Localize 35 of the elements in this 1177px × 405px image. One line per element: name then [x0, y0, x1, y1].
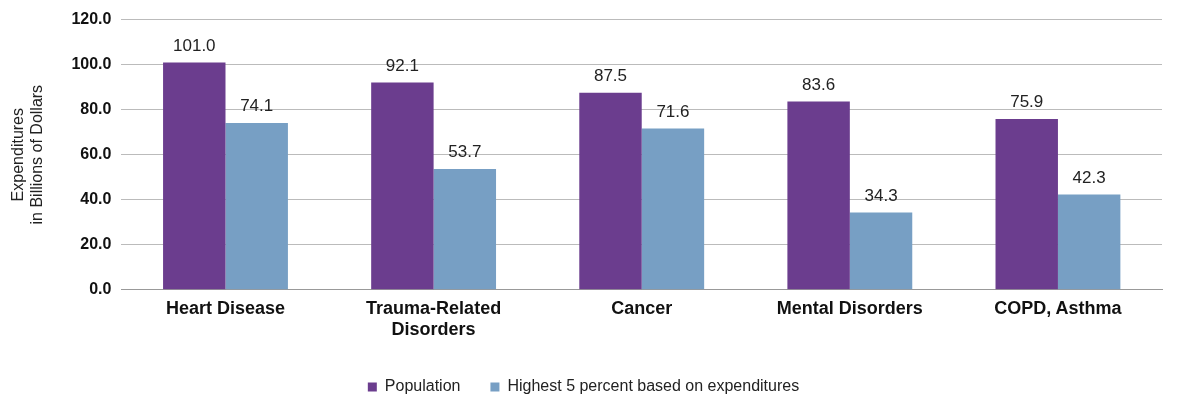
bar: [1057, 194, 1121, 290]
data-label: 101.0: [173, 35, 216, 55]
bar: [849, 212, 913, 290]
data-label: 42.3: [1072, 167, 1106, 187]
x-tick-label: Cancer: [611, 297, 673, 318]
y-tick-label: 0.0: [89, 280, 112, 298]
legend-label: Highest 5 percent based on expenditures: [507, 377, 800, 395]
y-tick-label: 40.0: [80, 190, 112, 208]
y-tick-label: 100.0: [71, 55, 112, 73]
data-label: 71.6: [656, 101, 690, 121]
data-label: 53.7: [448, 142, 482, 162]
y-axis-title: Expenditures in Billions of Dollars: [9, 84, 46, 225]
x-tick-label: Mental Disorders: [776, 297, 923, 318]
data-label: 83.6: [802, 74, 836, 94]
bar: [371, 82, 434, 290]
data-label: 87.5: [593, 65, 628, 85]
data-label: 92.1: [385, 55, 419, 75]
bar: [163, 62, 226, 290]
legend-label: Population: [384, 377, 461, 395]
y-tick-label: 60.0: [80, 145, 112, 163]
x-tick-label: COPD, Asthma: [994, 297, 1123, 318]
x-tick-label: Trauma-Related Disorders: [366, 297, 502, 340]
bar: [995, 118, 1058, 290]
bar: [641, 128, 705, 290]
y-tick-label: 120.0: [71, 10, 112, 28]
bar: [433, 168, 497, 290]
data-label: 74.1: [240, 96, 274, 116]
data-label: 75.9: [1010, 92, 1044, 112]
bar: [225, 122, 288, 290]
x-tick-label: Heart Disease: [165, 297, 286, 318]
bar: [579, 92, 642, 290]
bar: [787, 101, 850, 290]
y-tick-label: 80.0: [80, 100, 112, 118]
y-tick-label: 20.0: [80, 235, 112, 253]
data-label: 34.3: [864, 185, 898, 205]
